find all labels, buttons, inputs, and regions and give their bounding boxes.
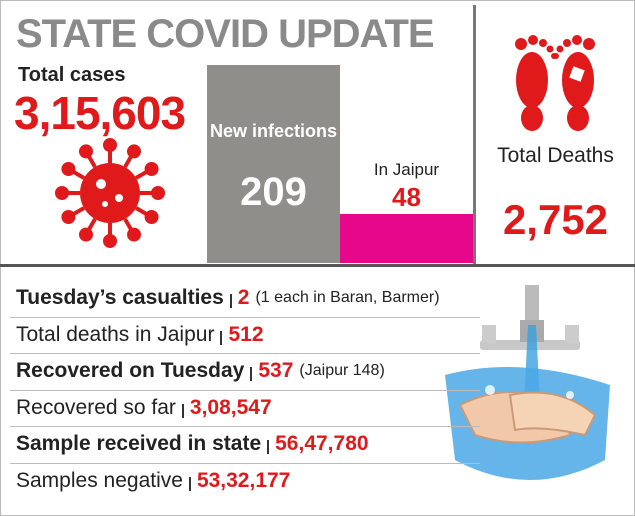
- row-divider: [10, 316, 480, 318]
- handwash-illustration: [445, 285, 610, 480]
- total-deaths-value: 2,752: [502, 196, 609, 243]
- total-cases-value: 3,15,603: [14, 87, 186, 139]
- spike-tip: [127, 227, 141, 242]
- stat-label: Sample received in state: [16, 432, 262, 455]
- row-divider: [10, 426, 480, 427]
- stat-value: 3,08,547: [189, 395, 272, 419]
- stat-value: 537: [258, 359, 294, 382]
- new-infections-value: 209: [240, 170, 307, 214]
- spike-tip: [79, 227, 93, 242]
- separator: [267, 440, 270, 454]
- spike-tip: [103, 234, 117, 248]
- total-cases-label: Total cases: [18, 64, 126, 86]
- stat-label: Recovered so far: [16, 395, 176, 419]
- separator: [220, 330, 223, 345]
- separator: [250, 367, 253, 381]
- stat-row: Tuesday’s casualties 2 (1 each in Baran, B…: [16, 281, 440, 315]
- divider: [0, 264, 635, 267]
- virus-icon: [55, 138, 165, 248]
- spike-tip: [144, 210, 159, 224]
- stat-note: (Jaipur 148): [299, 362, 385, 379]
- stat-label: Recovered on Tuesday: [16, 359, 245, 382]
- spike-tip: [127, 144, 141, 159]
- divider: [473, 5, 476, 265]
- row-divider: [10, 389, 480, 391]
- spike-tip: [79, 144, 93, 159]
- title: STATE COVID UPDATE: [16, 12, 435, 56]
- spike-tip: [144, 162, 159, 176]
- spike-tip: [151, 186, 165, 200]
- jaipur-value: 48: [392, 182, 421, 212]
- row-divider: [10, 462, 480, 464]
- stat-value: 2: [237, 286, 250, 309]
- spike-tip: [61, 162, 76, 176]
- stat-value: 53,32,177: [196, 468, 291, 492]
- stat-value: 56,47,780: [275, 432, 369, 455]
- jaipur-bar: [340, 214, 473, 263]
- separator: [229, 294, 232, 308]
- spike-tip: [55, 186, 69, 200]
- stat-value: 512: [228, 322, 264, 346]
- spike-tip: [61, 210, 76, 224]
- row-divider: [10, 353, 480, 354]
- stat-row: Recovered on Tuesday 537 (Jaipur 148): [16, 354, 385, 388]
- stat-row: Samples negative 53,32,177: [16, 464, 290, 498]
- stat-label: Total deaths in Jaipur: [16, 322, 215, 346]
- stat-row: Total deaths in Jaipur 512: [16, 318, 264, 352]
- stat-note: (1 each in Baran, Barmer): [255, 289, 440, 306]
- jaipur-label: In Jaipur: [373, 160, 440, 179]
- footprints-icon: [515, 35, 595, 131]
- stat-label: Samples negative: [16, 468, 183, 492]
- separator: [188, 476, 191, 491]
- stat-row: Sample received in state 56,47,780: [16, 427, 369, 461]
- stat-label: Tuesday’s casualties: [16, 286, 224, 309]
- total-deaths-label: Total Deaths: [497, 144, 614, 167]
- new-infections-label: New infections: [209, 121, 338, 141]
- spike-tip: [103, 138, 117, 152]
- separator: [181, 403, 184, 418]
- stat-row: Recovered so far 3,08,547: [16, 391, 272, 425]
- new-infections-box: [207, 65, 340, 263]
